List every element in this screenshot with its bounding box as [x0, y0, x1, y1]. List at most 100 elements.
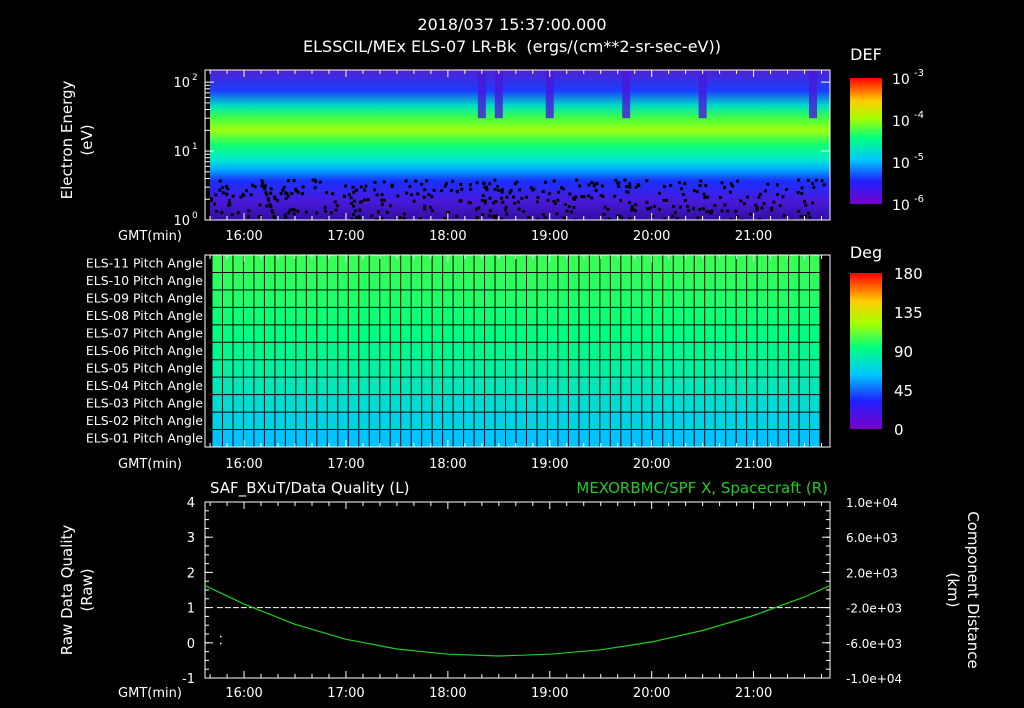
line-right-tick-label: -2.0e+03	[846, 602, 902, 616]
spectrogram-speckle	[475, 207, 479, 211]
spectrogram-speckle	[349, 196, 353, 200]
spectrogram-speckle	[260, 184, 264, 188]
time-tick-label-bottom: 16:00	[225, 686, 262, 701]
spectrogram-speckle	[658, 207, 662, 211]
spectrogram-speckle	[225, 192, 229, 196]
deg-colorbar-tick-label: 45	[894, 382, 913, 400]
spectrogram-speckle	[343, 184, 347, 188]
pitch-row-label: ELS-08 Pitch Angle	[86, 308, 203, 323]
spectrogram-speckle	[270, 208, 274, 212]
spectrogram-speckle	[329, 211, 333, 215]
line-right-tick-label: -1.0e+04	[846, 672, 902, 686]
spectrogram-speckle	[483, 201, 487, 205]
data-quality-point	[220, 642, 222, 645]
spectrogram-speckle	[560, 186, 564, 190]
line-right-tick-label: 2.0e+03	[846, 566, 898, 580]
spectrogram-speckle	[804, 203, 808, 207]
spectrogram-speckle	[481, 194, 485, 198]
deg-colorbar-label: Deg	[850, 243, 882, 262]
spectrogram-speckle	[563, 217, 567, 221]
spectrogram-speckle	[710, 209, 714, 213]
spectrogram-speckle	[391, 219, 395, 223]
spectrogram-speckle	[230, 213, 234, 217]
spectrogram-speckle	[263, 187, 267, 191]
spectrogram-speckle	[347, 193, 351, 197]
spectrogram-speckle	[813, 219, 817, 223]
spectrogram-speckle	[803, 214, 807, 218]
deg-colorbar-tick-label: 0	[894, 421, 904, 439]
spectrogram-speckle	[772, 200, 776, 204]
spectrogram-speckle	[468, 183, 472, 187]
spectrogram-speckle	[325, 191, 329, 195]
spectrogram-speckle	[775, 183, 779, 187]
spectrogram-speckle	[505, 219, 509, 223]
spectrogram-speckle	[265, 204, 269, 208]
data-quality-point	[220, 635, 222, 638]
spectrogram-speckle	[370, 214, 374, 218]
time-axis-label-top: GMT(min)	[118, 229, 182, 244]
spectrogram-speckle	[283, 213, 287, 217]
spectrogram-speckle	[722, 219, 726, 223]
spectrogram-speckle	[561, 187, 565, 191]
deg-colorbar-tick-label: 180	[894, 265, 923, 283]
time-tick-label-middle: 20:00	[633, 457, 670, 472]
spectrogram-speckle	[352, 199, 356, 203]
spectrogram-speckle	[628, 201, 632, 205]
spectrogram-speckle	[313, 186, 317, 190]
spectrogram-speckle	[239, 195, 243, 199]
spectrogram-speckle	[630, 208, 634, 212]
spectrogram-speckle	[704, 184, 708, 188]
line-ylabel-left-2: (Raw)	[78, 568, 96, 611]
spectrogram-speckle	[808, 215, 812, 219]
spectrogram-speckle	[555, 212, 559, 216]
def-colorbar-tick-label: 10	[892, 156, 910, 172]
spectrogram-speckle	[373, 180, 377, 184]
spectrogram-speckle	[695, 190, 699, 194]
spectrogram-speckle	[269, 204, 273, 208]
spectrogram-speckle	[358, 201, 362, 205]
spectrogram-speckle	[291, 207, 295, 211]
spectrogram-speckle	[679, 187, 683, 191]
spectrogram-speckle	[495, 184, 499, 188]
spectrogram-speckle	[546, 219, 550, 223]
spectrogram-speckle	[485, 185, 489, 189]
spectrogram-speckle	[494, 214, 498, 218]
spectrogram-speckle	[273, 197, 277, 201]
spectrogram-speckle	[696, 216, 700, 220]
spectrogram-speckle	[236, 211, 240, 215]
spectrogram-speckle	[720, 181, 724, 185]
deg-colorbar-tick-label: 135	[894, 304, 923, 322]
spectrogram-speckle	[628, 217, 632, 221]
spectrogram-speckle	[292, 212, 296, 216]
spectrogram-speckle	[702, 192, 706, 196]
line-plot-panel: SAF_BXuT/Data Quality (L) MEXORBMC/SPF X…	[58, 479, 982, 687]
spectrogram-speckle	[412, 199, 416, 203]
spectrogram-speckle	[455, 189, 459, 193]
spectrogram-speckle	[663, 217, 667, 221]
spectrogram-speckle	[300, 192, 304, 196]
spectrogram-speckle	[257, 215, 261, 219]
time-tick-label-middle: 19:00	[531, 457, 568, 472]
pitch-row-label: ELS-07 Pitch Angle	[86, 326, 203, 341]
spectrogram-speckle	[324, 209, 328, 213]
spectrogram-speckle	[443, 184, 447, 188]
spectrogram-speckle	[446, 211, 450, 215]
spectrogram-speckle	[294, 189, 298, 193]
spectrogram-speckle	[315, 211, 319, 215]
spectrogram-speckle	[333, 200, 337, 204]
energy-y-tick-exp: 1	[192, 142, 198, 152]
spectrogram-speckle	[377, 210, 381, 214]
spectrogram-speckle	[491, 201, 495, 205]
spectrogram-speckle	[770, 208, 774, 212]
spectrogram-speckle	[645, 200, 649, 204]
spectrogram-speckle	[681, 193, 685, 197]
spectrogram-speckle	[617, 184, 621, 188]
spectrogram-speckle	[763, 189, 767, 193]
time-tick-label-middle: 18:00	[429, 457, 466, 472]
spectrogram-speckle	[811, 201, 815, 205]
time-tick-label-top: 18:00	[429, 229, 466, 244]
line-left-tick-label: 1	[187, 602, 195, 617]
energy-y-tick-label: 10	[173, 76, 190, 91]
spectrogram-speckle	[746, 195, 750, 199]
time-tick-label-top: 17:00	[327, 229, 364, 244]
